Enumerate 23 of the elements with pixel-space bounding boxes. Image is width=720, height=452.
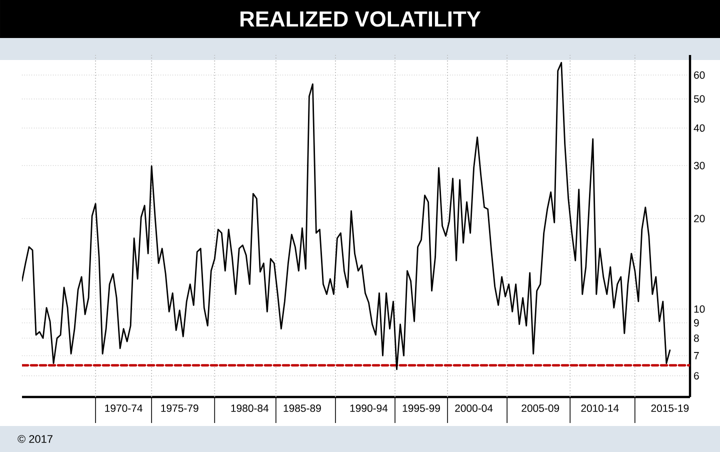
chart-title: REALIZED VOLATILITY [240, 11, 481, 27]
x-tick-label: 2015-19 [651, 404, 689, 412]
x-tick-label: 1990-94 [350, 404, 388, 412]
y-tick-label: 20 [694, 214, 705, 222]
x-tick-label: 1980-84 [231, 404, 269, 412]
y-tick-label: 30 [694, 162, 705, 170]
y-tick-label: 9 [694, 319, 699, 327]
x-tick-label: 2000-04 [455, 404, 493, 412]
x-tick-label: 2005-09 [522, 404, 560, 412]
y-tick-label: 10 [694, 305, 705, 313]
x-tick-label: 1975-79 [161, 404, 198, 412]
y-tick-label: 6 [694, 372, 699, 380]
x-tick-label: 2010-14 [581, 404, 619, 412]
x-tick-label: 1985-89 [284, 404, 321, 412]
y-tick-label: 40 [694, 124, 705, 132]
y-tick-label: 8 [694, 334, 699, 342]
x-tick-label: 1970-74 [105, 404, 142, 412]
y-tick-label: 50 [694, 95, 705, 103]
text: © 2017 [18, 435, 52, 443]
y-tick-label: 7 [694, 352, 699, 360]
x-tick-label: 1995-99 [402, 404, 440, 412]
line-series [22, 62, 671, 370]
y-tick-label: 60 [694, 71, 705, 79]
